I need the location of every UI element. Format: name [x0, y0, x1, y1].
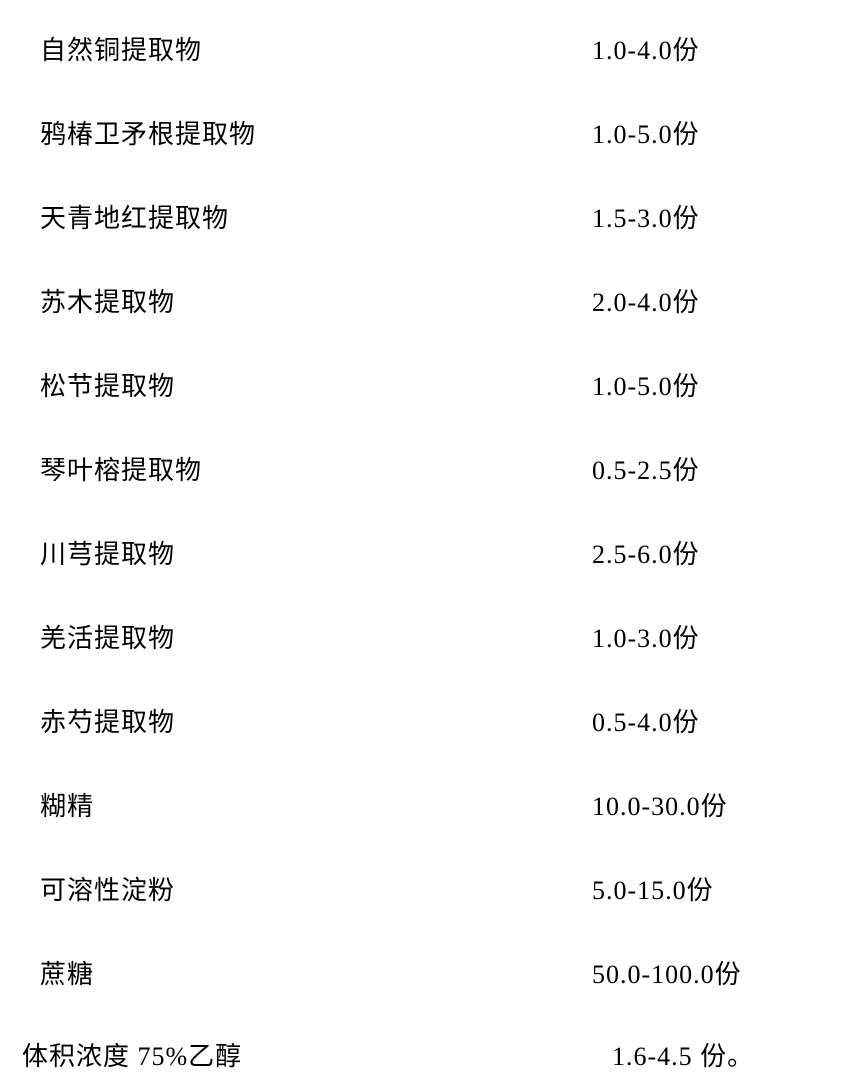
ingredient-row: 川芎提取物 2.5-6.0份: [40, 534, 822, 571]
ingredient-amount: 0.5-2.5份: [592, 450, 822, 487]
ingredient-amount: 50.0-100.0份: [592, 954, 822, 991]
ingredient-row: 自然铜提取物 1.0-4.0份: [40, 30, 822, 67]
ingredient-name: 赤芍提取物: [40, 702, 175, 739]
ingredient-amount: 2.5-6.0份: [592, 534, 822, 571]
ingredient-row: 羌活提取物 1.0-3.0份: [40, 618, 822, 655]
ingredient-amount: 5.0-15.0份: [592, 870, 822, 907]
ingredient-name: 可溶性淀粉: [40, 870, 175, 907]
ingredient-row: 蔗糖 50.0-100.0份: [40, 954, 822, 991]
ingredient-amount: 1.0-3.0份: [592, 618, 822, 655]
ingredient-name: 蔗糖: [40, 954, 94, 991]
ingredient-row: 糊精 10.0-30.0份: [40, 786, 822, 823]
ingredient-amount: 0.5-4.0份: [592, 702, 822, 739]
solvent-row: 体积浓度 75%乙醇 1.6-4.5 份。: [40, 1036, 822, 1073]
ingredient-row: 鸦椿卫矛根提取物 1.0-5.0份: [40, 114, 822, 151]
ingredient-name: 川芎提取物: [40, 534, 175, 571]
ingredient-row: 琴叶榕提取物 0.5-2.5份: [40, 450, 822, 487]
ingredient-name: 苏木提取物: [40, 282, 175, 319]
ingredient-amount: 2.0-4.0份: [592, 282, 822, 319]
ingredient-list: 自然铜提取物 1.0-4.0份 鸦椿卫矛根提取物 1.0-5.0份 天青地红提取…: [40, 30, 822, 1073]
ingredient-name: 羌活提取物: [40, 618, 175, 655]
ingredient-row: 松节提取物 1.0-5.0份: [40, 366, 822, 403]
solvent-amount: 1.6-4.5 份。: [612, 1036, 822, 1073]
ingredient-row: 天青地红提取物 1.5-3.0份: [40, 198, 822, 235]
ingredient-row: 赤芍提取物 0.5-4.0份: [40, 702, 822, 739]
ingredient-name: 糊精: [40, 786, 94, 823]
solvent-name: 体积浓度 75%乙醇: [22, 1036, 242, 1073]
ingredient-amount: 1.0-4.0份: [592, 30, 822, 67]
ingredient-amount: 1.5-3.0份: [592, 198, 822, 235]
ingredient-amount: 1.0-5.0份: [592, 366, 822, 403]
ingredient-name: 琴叶榕提取物: [40, 450, 202, 487]
ingredient-row: 苏木提取物 2.0-4.0份: [40, 282, 822, 319]
ingredient-name: 自然铜提取物: [40, 30, 202, 67]
ingredient-row: 可溶性淀粉 5.0-15.0份: [40, 870, 822, 907]
ingredient-amount: 10.0-30.0份: [592, 786, 822, 823]
ingredient-amount: 1.0-5.0份: [592, 114, 822, 151]
ingredient-name: 天青地红提取物: [40, 198, 229, 235]
ingredient-name: 松节提取物: [40, 366, 175, 403]
ingredient-name: 鸦椿卫矛根提取物: [40, 114, 256, 151]
